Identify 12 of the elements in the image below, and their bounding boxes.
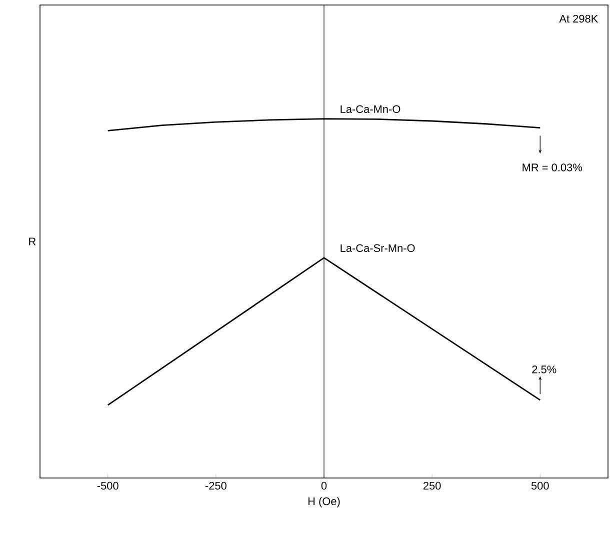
text: At 298K bbox=[559, 14, 598, 23]
annotation: MR = 0.03% bbox=[522, 164, 582, 172]
x-tick-label: 500 bbox=[531, 482, 549, 490]
x-tick-label: 0 bbox=[321, 482, 327, 490]
x-tick-label: 250 bbox=[423, 482, 441, 490]
series-label: La-Ca-Mn-O bbox=[340, 105, 400, 113]
x-tick-label: -250 bbox=[205, 482, 226, 490]
x-axis-title: H (Oe) bbox=[308, 497, 340, 508]
series-label: La-Ca-Sr-Mn-O bbox=[340, 244, 415, 252]
y-axis-title: R bbox=[29, 238, 36, 246]
annotation: 2.5% bbox=[532, 366, 556, 374]
x-tick-label: -500 bbox=[97, 482, 118, 490]
